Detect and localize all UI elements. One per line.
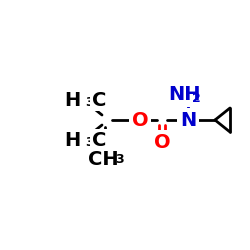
- Text: C: C: [92, 90, 106, 110]
- Text: NH: NH: [168, 86, 200, 104]
- Text: 3: 3: [115, 153, 124, 166]
- Text: 2: 2: [192, 92, 200, 104]
- Text: 3: 3: [85, 136, 94, 149]
- Text: 3: 3: [85, 96, 94, 110]
- Text: H: H: [65, 130, 81, 150]
- Text: N: N: [180, 110, 196, 130]
- Text: H: H: [65, 90, 81, 110]
- Text: CH: CH: [88, 150, 118, 169]
- Text: C: C: [92, 130, 106, 150]
- Text: O: O: [154, 132, 170, 152]
- Text: O: O: [132, 110, 148, 130]
